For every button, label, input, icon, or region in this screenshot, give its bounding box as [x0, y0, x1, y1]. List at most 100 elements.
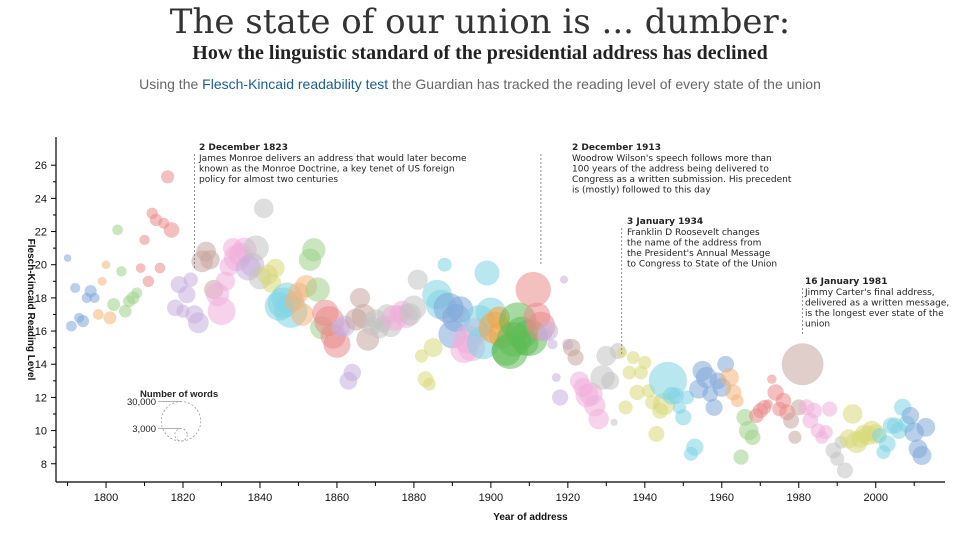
- data-bubble: [183, 272, 198, 287]
- data-bubble: [821, 401, 838, 417]
- data-bubble: [618, 400, 633, 415]
- data-bubble: [343, 363, 362, 382]
- annotation-text: policy for almost two centuries: [199, 175, 338, 185]
- annotation-text: Congress as a written submission. His pr…: [572, 175, 792, 185]
- x-tick-label: 1980: [787, 492, 811, 504]
- bubbles-layer: [63, 170, 936, 479]
- x-tick-label: 1820: [171, 492, 195, 504]
- data-bubble: [610, 418, 618, 426]
- legend-title: Number of words: [140, 389, 218, 400]
- data-bubble: [601, 371, 620, 390]
- annotation-text: Jimmy Carter's final address,: [804, 288, 935, 298]
- data-bubble: [539, 321, 559, 341]
- annotation-date: 16 January 1981: [805, 277, 887, 287]
- data-bubble: [163, 222, 180, 238]
- annotation-text: is the longest ever state of the: [805, 309, 944, 319]
- x-tick-label: 1860: [325, 492, 349, 504]
- data-bubble: [118, 304, 132, 318]
- data-bubble: [878, 435, 896, 453]
- data-bubble: [648, 425, 665, 442]
- data-bubble: [638, 355, 652, 370]
- data-bubble: [97, 276, 107, 286]
- data-bubble: [215, 271, 236, 292]
- annotation-date: 2 December 1823: [199, 143, 288, 153]
- data-bubble: [559, 275, 569, 284]
- data-bubble: [243, 235, 269, 261]
- data-bubble: [266, 258, 285, 278]
- data-bubble: [92, 309, 104, 320]
- data-bubble: [567, 349, 584, 366]
- legend-label: 30,000: [127, 397, 156, 408]
- annotation-text: to Congress to State of the Union: [627, 260, 777, 270]
- annotation-date: 3 January 1934: [627, 217, 703, 227]
- data-bubble: [842, 404, 863, 424]
- y-tick-label: 8: [41, 459, 47, 471]
- annotation-text: the President's Annual Message: [627, 249, 771, 259]
- data-bubble: [290, 303, 314, 326]
- data-bubble: [667, 387, 684, 404]
- data-bubble: [101, 260, 111, 269]
- data-bubble: [139, 234, 150, 245]
- data-bubble: [744, 429, 761, 446]
- y-tick-label: 24: [35, 193, 47, 205]
- data-bubble: [733, 449, 749, 465]
- data-bubble: [547, 339, 558, 350]
- data-bubble: [806, 402, 822, 419]
- annotation-text: delivered as a written message,: [805, 299, 949, 309]
- data-bubble: [254, 198, 274, 219]
- legend-circle: [174, 428, 188, 442]
- y-tick-label: 22: [35, 227, 47, 239]
- data-bubble: [63, 254, 72, 262]
- data-bubble: [422, 377, 436, 391]
- data-bubble: [66, 320, 77, 332]
- legend-label: 3,000: [132, 424, 156, 435]
- page-subtitle: How the linguistic standard of the presi…: [192, 42, 768, 64]
- data-bubble: [161, 170, 175, 184]
- y-tick-label: 12: [35, 392, 47, 404]
- annotation-text: the name of the address from: [627, 239, 761, 249]
- data-bubble: [629, 384, 645, 401]
- data-bubble: [401, 295, 427, 321]
- page-title: The state of our union is ... dumber:: [169, 2, 791, 42]
- data-bubble: [474, 260, 500, 286]
- data-bubble: [901, 406, 920, 425]
- data-bubble: [112, 224, 123, 236]
- data-bubble: [622, 365, 637, 380]
- data-bubble: [830, 451, 845, 466]
- data-bubble: [407, 269, 428, 290]
- data-bubble: [323, 330, 351, 358]
- y-tick-label: 20: [35, 260, 47, 272]
- data-bubble: [767, 374, 777, 384]
- data-bubble: [515, 271, 551, 308]
- x-tick-label: 1960: [710, 492, 734, 504]
- y-tick-label: 18: [35, 293, 47, 305]
- data-bubble: [131, 287, 143, 299]
- y-tick-label: 16: [35, 326, 47, 338]
- x-tick-label: 1880: [402, 492, 426, 504]
- data-bubble: [818, 425, 833, 440]
- data-bubble: [686, 438, 704, 456]
- annotation-text: known as the Monroe Doctrine, a key tene…: [199, 165, 455, 175]
- data-bubble: [135, 263, 146, 273]
- data-bubble: [154, 262, 166, 274]
- data-bubble: [70, 282, 81, 294]
- data-bubble: [720, 368, 739, 387]
- data-bubble: [107, 298, 121, 311]
- intro-text-end: the Guardian has tracked the reading lev…: [388, 76, 821, 92]
- data-bubble: [763, 399, 773, 409]
- legend-circle: [160, 401, 202, 442]
- annotation-text: Franklin D Roosevelt changes: [627, 228, 760, 238]
- x-axis-title: Year of address: [493, 512, 568, 523]
- data-bubble: [302, 238, 326, 262]
- data-bubble: [783, 412, 800, 429]
- annotation-text: union: [805, 320, 830, 330]
- annotation-text: James Monroe delivers an address that wo…: [198, 154, 467, 164]
- flesch-kincaid-link[interactable]: Flesch-Kincaid readability test: [202, 76, 389, 92]
- annotation-text: 100 years of the address being delivered…: [572, 165, 769, 175]
- data-bubble: [207, 297, 236, 326]
- y-axis-title: Flesch-Kincaid Reading Level: [25, 239, 36, 381]
